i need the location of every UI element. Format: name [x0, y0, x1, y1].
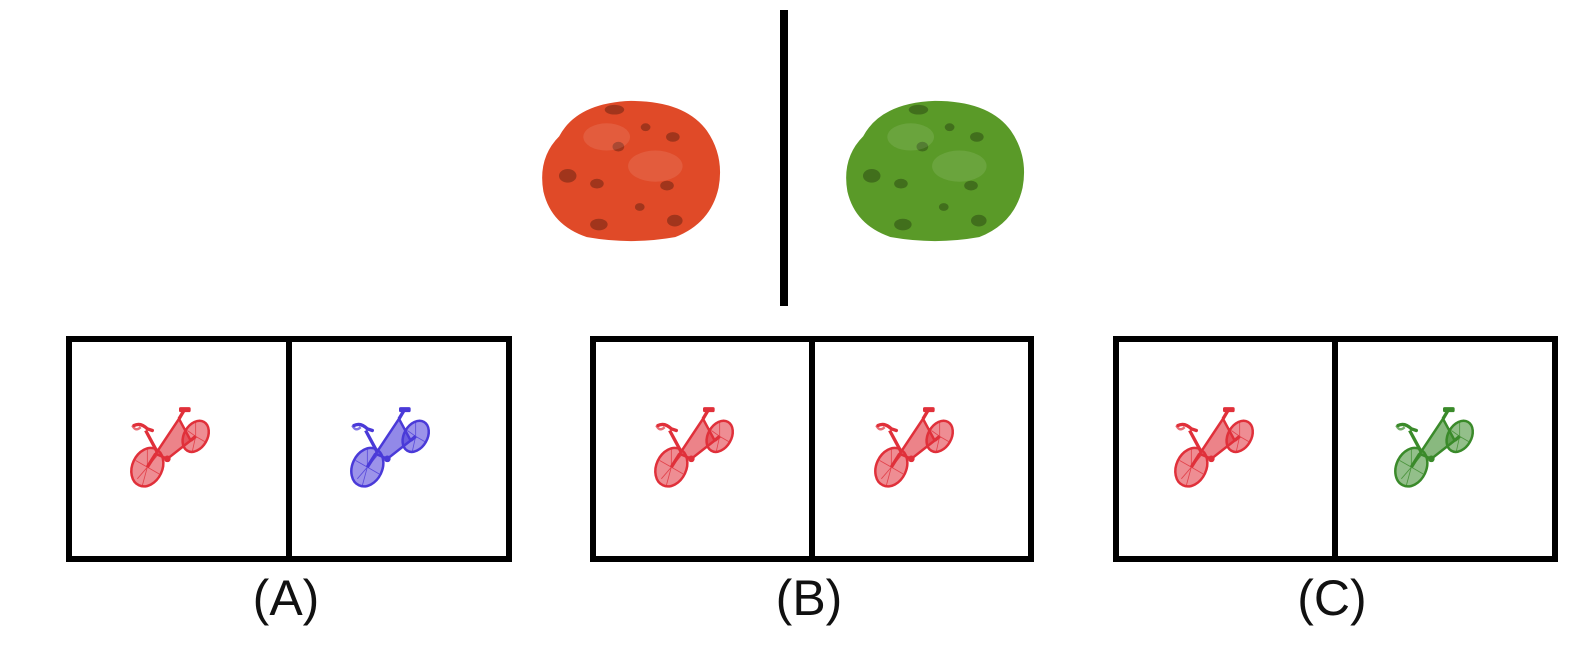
option-b-panel[interactable] [590, 336, 1034, 562]
top-left-cookie [542, 100, 721, 242]
option-b-label[interactable]: (B) [775, 570, 843, 626]
option-a-panel[interactable] [66, 336, 512, 562]
option-c-panel[interactable] [1113, 336, 1558, 562]
option-a-label[interactable]: (A) [252, 570, 320, 626]
top-right-cookie [846, 100, 1025, 242]
option-c-label[interactable]: (C) [1297, 570, 1367, 626]
